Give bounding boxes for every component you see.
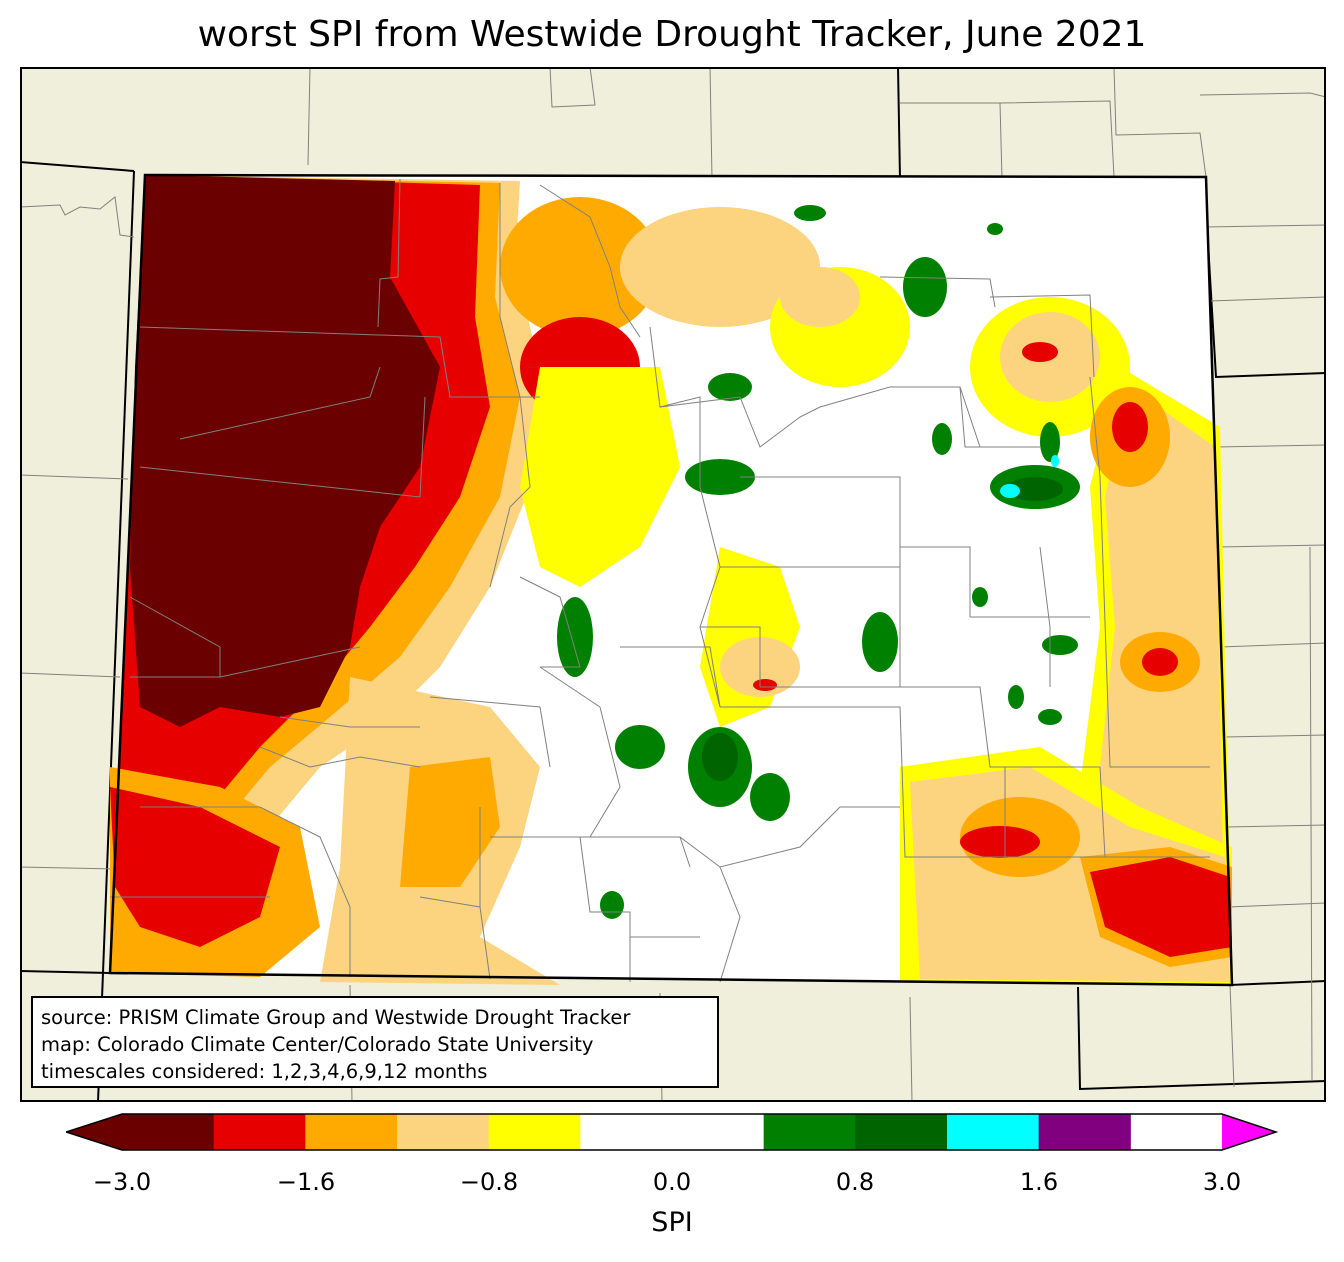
colorbar-outline [66,1113,1278,1151]
map-credit-line: map: Colorado Climate Center/Colorado St… [41,1033,594,1056]
colorbar-bin [213,1114,306,1150]
neighbor-county-lines [20,67,1326,1102]
colorbar-tick-label: 0.0 [652,1168,692,1196]
colorbar-tick-label: −3.0 [92,1168,152,1196]
colorbar-tick-label: −0.8 [459,1168,519,1196]
source-line: source: PRISM Climate Group and Westwide… [41,1006,631,1029]
colorado-spi-field [110,175,1232,985]
spi-colorbar [66,1113,1278,1151]
colorbar-bin [855,1114,948,1150]
colorbar-tick-label: 3.0 [1202,1168,1242,1196]
map-frame [20,67,1326,1102]
colorbar-bin [305,1114,398,1150]
colorbar-bin [580,1114,673,1150]
colorbar-bin [122,1114,215,1150]
colorbar-extend-high [1222,1114,1276,1150]
colorbar-extend-low [66,1114,122,1150]
colorbar-tick-label: −1.6 [276,1168,336,1196]
colorbar-tick-label: 0.8 [835,1168,875,1196]
colorbar-bin [763,1114,856,1150]
colorbar-bin [397,1114,490,1150]
colorado-county-lines [110,178,1210,983]
spi-map [20,67,1326,1102]
colorbar-tick-label: 1.6 [1019,1168,1059,1196]
neighbor-state-borders [20,67,1326,1102]
colorbar-bin [947,1114,1040,1150]
timescales-line: timescales considered: 1,2,3,4,6,9,12 mo… [41,1060,488,1083]
colorado-border [108,173,1234,987]
map-title: worst SPI from Westwide Drought Tracker,… [197,14,1147,55]
extreme-wet-areas [1000,455,1059,498]
colorbar-label: SPI [651,1207,693,1238]
very-wet-areas [702,477,1063,781]
source-note: source: PRISM Climate Group and Westwide… [31,996,719,1088]
colorbar-bin [672,1114,765,1150]
colorbar-bin [1038,1114,1131,1150]
colorbar-bin [488,1114,581,1150]
